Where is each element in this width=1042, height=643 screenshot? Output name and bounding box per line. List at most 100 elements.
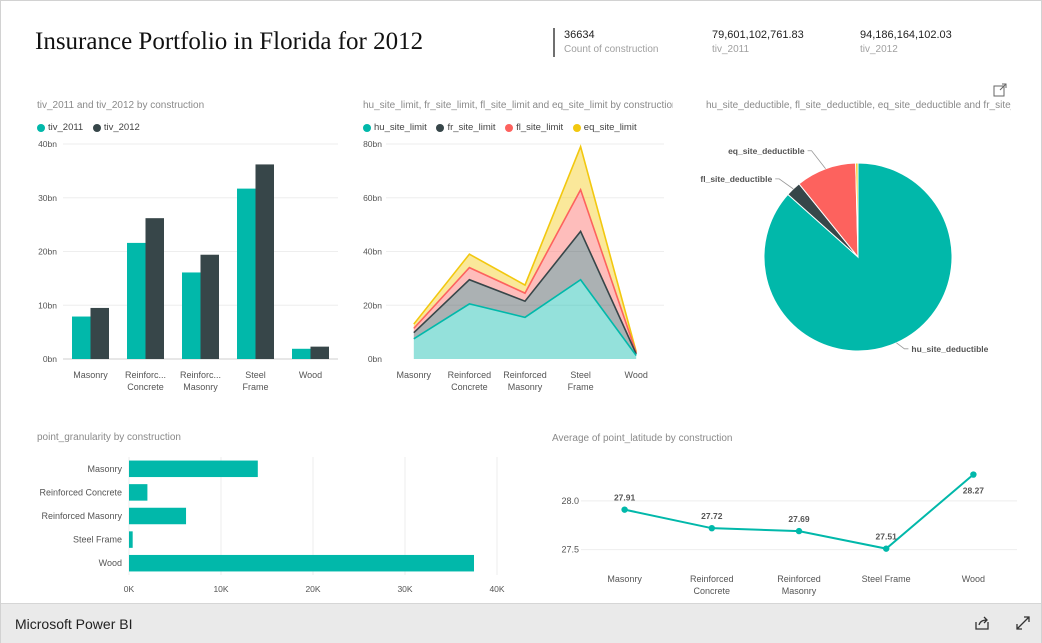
legend-swatch: [92, 123, 101, 132]
legend-item-eq-site-limit[interactable]: eq_site_limit: [572, 122, 637, 133]
x-tick-label: Masonry: [73, 370, 108, 380]
pie-slice-fr_site_deductible: [855, 162, 859, 258]
pie-leader-line: [896, 342, 909, 350]
legend-swatch: [505, 123, 514, 132]
y-tick-label: Reinforced Concrete: [39, 487, 122, 497]
y-tick-label: 28.0: [561, 496, 579, 506]
y-tick-label: 0bn: [43, 354, 57, 364]
x-tick-label: Reinforced: [448, 370, 492, 380]
legend-label: fl_site_limit: [516, 122, 564, 133]
page-title: Insurance Portfolio in Florida for 2012: [35, 28, 424, 55]
x-tick-label: Frame: [242, 382, 268, 392]
y-tick-label: 80bn: [363, 139, 382, 149]
kpi-value: 36634: [564, 29, 595, 41]
legend-swatch: [363, 123, 371, 132]
y-tick-label: Steel Frame: [73, 535, 122, 545]
chart-title-limits: hu_site_limit, fr_site_limit, fl_site_li…: [363, 100, 673, 111]
legend-label: tiv_2012: [103, 122, 140, 133]
x-tick-label: Wood: [962, 574, 985, 584]
bar-tiv_2011: [127, 242, 146, 359]
chart-title-granularity: point_granularity by construction: [37, 432, 181, 443]
legend-item-fl-site-limit[interactable]: fl_site_limit: [505, 122, 563, 133]
x-tick-label: 10K: [213, 584, 228, 594]
legend-limits: hu_site_limit fr_site_limit fl_site_limi…: [363, 122, 644, 135]
x-tick-label: Wood: [299, 370, 322, 380]
kpi-separator: [553, 28, 555, 57]
pie-leader-line: [775, 178, 794, 190]
x-tick-label: Steel Frame: [862, 574, 911, 584]
legend-swatch: [572, 123, 581, 132]
pie-leader-line: [807, 150, 826, 170]
chart-title-latitude: Average of point_latitude by constructio…: [552, 433, 733, 444]
x-tick-label: Masonry: [397, 370, 432, 380]
data-point: [883, 545, 890, 552]
x-tick-label: Masonry: [607, 574, 642, 584]
line-fr_site_limit: [413, 229, 637, 355]
kpi-card-tiv-2012[interactable]: 94,186,164,102.03 tiv_2012: [860, 29, 952, 55]
charts-canvas: 0bn 10bn 20bn 30bn 40bn Masonry Reinforc... Con…: [38, 139, 1017, 596]
y-tick-label: 27.5: [561, 545, 579, 555]
data-label: 28.27: [963, 486, 985, 496]
x-tick-label: Steel: [245, 370, 266, 380]
bar: [129, 554, 474, 572]
kpi-label: tiv_2011: [712, 44, 750, 55]
focus-mode-icon[interactable]: [993, 83, 1007, 97]
bar: [129, 531, 133, 548]
x-tick-label: 40K: [489, 584, 504, 594]
y-tick-label: 20bn: [363, 300, 382, 310]
line-fl_site_limit: [413, 187, 637, 354]
chart-title-tiv: tiv_2011 and tiv_2012 by construction: [37, 100, 205, 111]
bar-tiv_2011: [72, 316, 91, 359]
y-tick-label: 0bn: [368, 354, 382, 364]
x-tick-label: 30K: [397, 584, 412, 594]
x-tick-label: Reinforced: [777, 574, 821, 584]
kpi-value: 94,186,164,102.03: [860, 29, 952, 41]
x-tick-label: Wood: [625, 370, 648, 380]
x-tick-label: Reinforced: [503, 370, 547, 380]
bar: [129, 507, 187, 525]
legend-label: hu_site_limit: [374, 122, 427, 133]
pie-slice-label: eq_site_deductible: [728, 146, 805, 156]
x-tick-label: Frame: [568, 382, 594, 392]
share-icon[interactable]: [973, 614, 991, 632]
pie-slice-label: fl_site_deductible: [700, 174, 772, 184]
data-label: 27.72: [701, 511, 723, 521]
bar-tiv_2011: [182, 272, 201, 359]
kpi-label: Count of construction: [564, 44, 659, 55]
bar-tiv_2011: [237, 188, 256, 359]
kpi-label: tiv_2012: [860, 44, 898, 55]
x-tick-label: Reinforced: [690, 574, 734, 584]
data-label: 27.51: [876, 532, 898, 542]
bar-tiv_2012: [310, 346, 329, 359]
legend-label: tiv_2011: [48, 122, 84, 133]
kpi-card-tiv-2011[interactable]: 79,601,102,761.83 tiv_2011: [712, 29, 804, 55]
x-tick-label: 20K: [305, 584, 320, 594]
y-tick-label: 30bn: [38, 193, 57, 203]
kpi-card-count[interactable]: 36634 Count of construction: [564, 29, 659, 55]
fullscreen-icon[interactable]: [1014, 614, 1032, 632]
line-hu_site_limit: [413, 278, 637, 356]
legend-item-hu-site-limit[interactable]: hu_site_limit: [363, 122, 427, 133]
x-tick-label: Reinforc...: [125, 370, 166, 380]
x-tick-label: Masonry: [183, 382, 218, 392]
y-tick-label: Reinforced Masonry: [41, 511, 122, 521]
x-tick-label: Steel: [570, 370, 591, 380]
y-tick-label: 20bn: [38, 247, 57, 257]
y-tick-label: Wood: [99, 558, 122, 568]
bar-tiv_2012: [90, 307, 109, 359]
y-tick-label: 40bn: [363, 247, 382, 257]
legend-item-tiv-2011[interactable]: tiv_2011: [37, 122, 83, 133]
bar: [129, 484, 148, 501]
legend-item-tiv-2012[interactable]: tiv_2012: [92, 122, 140, 133]
chart-title-deductible: hu_site_deductible, fl_site_deductible, …: [706, 100, 1011, 111]
y-tick-label: 40bn: [38, 139, 57, 149]
area-fr_site_limit: [413, 231, 637, 356]
legend-item-fr-site-limit[interactable]: fr_site_limit: [436, 122, 496, 133]
data-point: [621, 506, 628, 513]
bar-tiv_2012: [145, 218, 164, 359]
legend-label: fr_site_limit: [447, 122, 496, 133]
data-point: [970, 471, 977, 478]
bar-tiv_2012: [255, 164, 274, 359]
bar-tiv_2011: [292, 348, 311, 359]
